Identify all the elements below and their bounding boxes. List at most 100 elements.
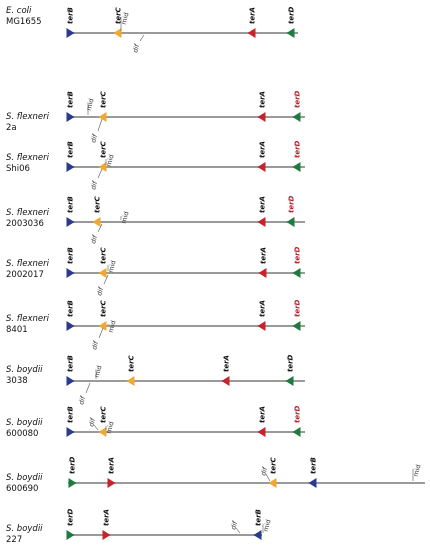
terB-label: terB <box>67 247 75 264</box>
terB-marker <box>66 28 75 38</box>
dif-annotation: dif <box>89 132 99 144</box>
terC-label: terC <box>100 299 108 317</box>
terD-marker <box>292 112 301 122</box>
mid-annotation: mid <box>93 365 104 379</box>
terA-marker <box>221 376 230 386</box>
terA-marker <box>258 268 267 278</box>
terA-marker <box>257 321 266 331</box>
terD-marker <box>292 321 301 331</box>
species-label: S. flexneri <box>6 259 50 269</box>
mid-annotation: mid <box>262 519 273 533</box>
terC-label: terC <box>115 6 123 24</box>
species-label: S. flexneri <box>6 153 50 163</box>
species-label: S. boydii <box>6 365 43 375</box>
terA-marker <box>102 530 111 540</box>
terB-label: terB <box>67 141 75 158</box>
terD-label: terD <box>294 299 302 317</box>
terB-marker <box>253 530 262 540</box>
dif-leader-line <box>235 527 241 534</box>
terC-label: terC <box>100 90 108 108</box>
mid-annotation: mid <box>107 320 118 334</box>
terA-label: terA <box>259 300 267 317</box>
dif-annotation: dif <box>77 394 87 406</box>
terD-marker <box>292 427 301 437</box>
dif-leader-line <box>97 223 103 233</box>
terD-marker <box>286 28 295 38</box>
terD-marker <box>285 376 294 386</box>
terA-label: terA <box>223 355 231 372</box>
mid-annotation: mid <box>412 464 423 478</box>
species-label: E. coli <box>6 6 32 16</box>
dif-leader-line <box>97 168 103 179</box>
terD-label: terD <box>69 456 77 474</box>
species-label: S. flexneri <box>6 208 50 218</box>
strain-label: 600690 <box>6 484 38 494</box>
dif-annotation: dif <box>95 285 105 297</box>
strain-label: Shi06 <box>6 164 30 174</box>
terA-marker <box>257 217 266 227</box>
strain-label: 2003036 <box>6 219 44 229</box>
terB-label: terB <box>67 7 75 24</box>
terD-label: terD <box>288 6 296 24</box>
terA-label: terA <box>103 509 111 526</box>
mid-annotation: mid <box>120 211 131 225</box>
terC-marker <box>98 268 107 278</box>
terB-label: terB <box>255 509 263 526</box>
terD-marker <box>292 268 301 278</box>
terB-marker <box>66 321 75 331</box>
dif-annotation: dif <box>90 339 100 351</box>
mid-annotation: mid <box>105 154 116 168</box>
terD-label: terD <box>294 246 302 264</box>
terB-marker <box>66 268 75 278</box>
terD-marker <box>292 162 301 172</box>
terA-label: terA <box>259 91 267 108</box>
mid-annotation: mid <box>120 12 131 26</box>
terA-marker <box>257 112 266 122</box>
terC-marker <box>126 376 135 386</box>
terB-marker <box>66 112 75 122</box>
dif-annotation: dif <box>89 179 99 191</box>
terC-marker <box>98 112 107 122</box>
terA-marker <box>247 28 256 38</box>
terA-label: terA <box>260 247 268 264</box>
terB-label: terB <box>67 406 75 423</box>
terC-label: terC <box>270 456 278 474</box>
dif-leader-line <box>265 473 271 482</box>
dif-annotation: dif <box>87 416 97 428</box>
terC-label: terC <box>100 140 108 158</box>
terC-marker <box>113 28 122 38</box>
strain-label: 227 <box>6 535 22 545</box>
terD-label: terD <box>294 140 302 158</box>
terD-label: terD <box>67 508 75 526</box>
dif-leader-line <box>139 34 145 42</box>
terD-marker <box>66 530 75 540</box>
terD-marker <box>68 478 77 488</box>
terC-label: terC <box>100 246 108 264</box>
mid-annotation: mid <box>85 98 96 112</box>
terC-label: terC <box>128 354 136 372</box>
dif-leader-line <box>85 382 91 394</box>
terB-label: terB <box>67 196 75 213</box>
dif-annotation: dif <box>229 519 239 531</box>
terA-label: terA <box>108 457 116 474</box>
species-label: S. flexneri <box>6 314 50 324</box>
dif-leader-line <box>98 327 104 339</box>
dif-annotation: dif <box>131 42 141 54</box>
species-label: S. boydii <box>6 524 43 534</box>
terC-label: terC <box>100 405 108 423</box>
terB-label: terB <box>67 300 75 317</box>
species-label: S. boydii <box>6 418 43 428</box>
strain-label: 600080 <box>6 429 38 439</box>
terC-marker <box>98 162 107 172</box>
terB-marker <box>66 162 75 172</box>
terD-label: terD <box>288 195 296 213</box>
terB-label: terB <box>67 355 75 372</box>
